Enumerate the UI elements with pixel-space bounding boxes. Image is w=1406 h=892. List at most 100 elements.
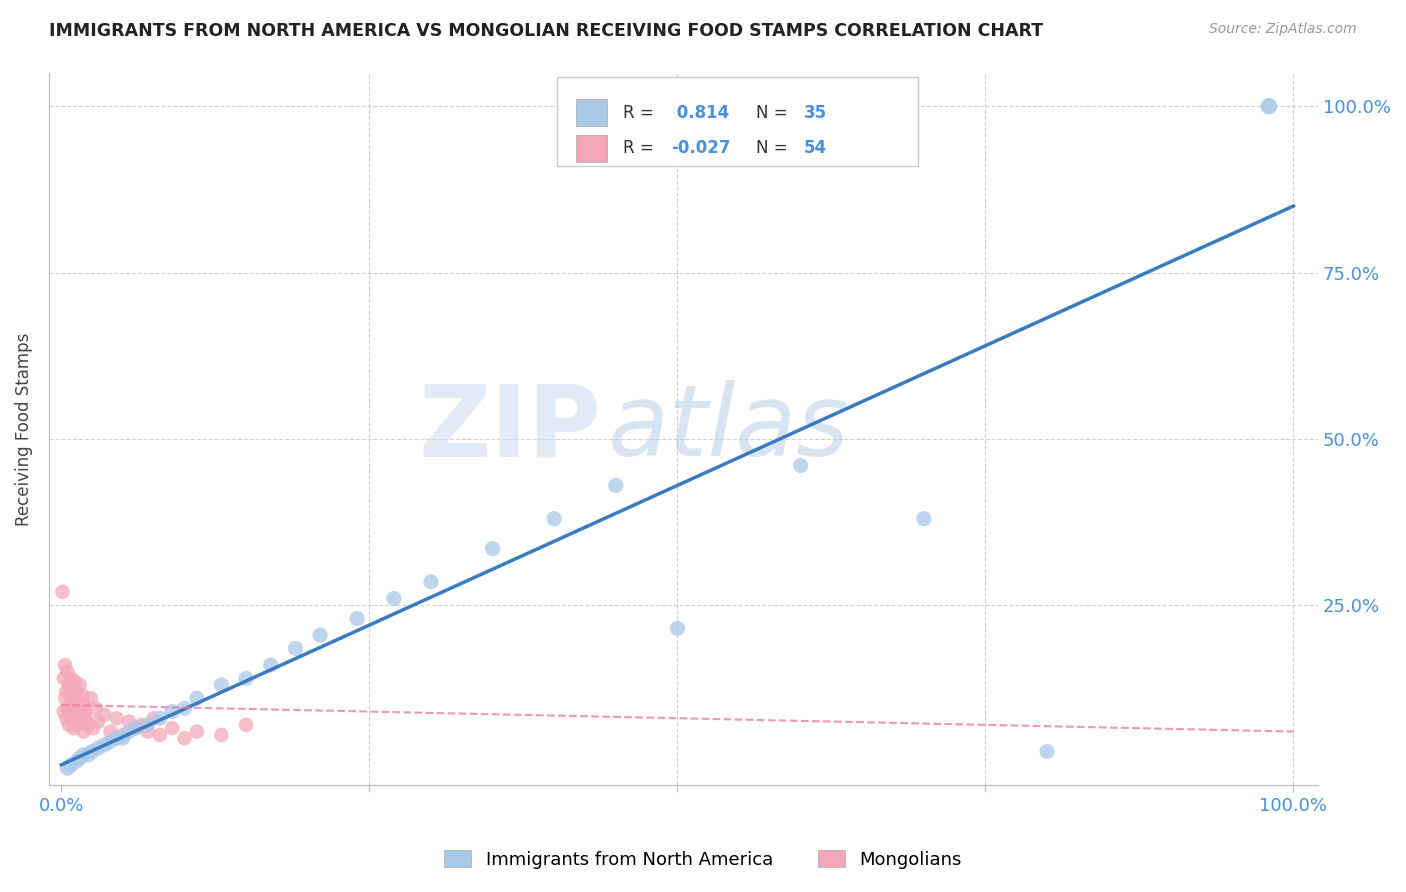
Point (789, 458, 811, 473)
Bar (575, 135, 607, 162)
Point (69, 751, 91, 765)
Text: 35: 35 (804, 103, 827, 122)
Point (100, 734, 122, 748)
Point (160, 721, 183, 735)
Point (284, 641, 307, 656)
Point (1036, 744, 1059, 758)
Point (77, 747, 100, 762)
Point (912, 511, 935, 525)
Text: 0.814: 0.814 (671, 103, 730, 122)
Text: -0.027: -0.027 (671, 139, 730, 157)
Point (346, 611, 368, 625)
Point (235, 671, 257, 685)
Point (309, 628, 332, 642)
Point (53, 658, 76, 673)
Point (62, 721, 84, 735)
Text: Source: ZipAtlas.com: Source: ZipAtlas.com (1209, 22, 1357, 37)
Point (211, 678, 233, 692)
Point (666, 622, 689, 636)
Point (72, 724, 94, 739)
Point (124, 721, 146, 735)
Point (51, 585, 73, 599)
Y-axis label: Receiving Food Stamps: Receiving Food Stamps (15, 332, 32, 525)
Point (72, 698, 94, 712)
Point (65, 711, 87, 725)
Point (124, 721, 146, 735)
Point (69, 707, 91, 722)
Point (186, 691, 208, 706)
Point (67, 701, 90, 715)
Point (84, 701, 107, 715)
Point (481, 541, 503, 556)
Point (69, 678, 91, 692)
Point (149, 728, 172, 742)
Point (82, 721, 104, 735)
Point (56, 761, 79, 775)
Point (105, 731, 128, 746)
Text: R =: R = (623, 103, 658, 122)
Point (60, 757, 83, 772)
Point (80, 691, 103, 706)
Point (60, 681, 83, 696)
Point (56, 665, 79, 679)
Point (160, 705, 183, 719)
Point (235, 718, 257, 732)
Point (382, 591, 405, 606)
Point (260, 658, 283, 673)
Point (58, 678, 80, 692)
Point (100, 724, 122, 739)
Point (1257, 99, 1279, 113)
Point (136, 718, 159, 732)
Point (60, 714, 83, 729)
Point (77, 718, 100, 732)
Text: IMMIGRANTS FROM NORTH AMERICA VS MONGOLIAN RECEIVING FOOD STAMPS CORRELATION CHA: IMMIGRANTS FROM NORTH AMERICA VS MONGOLI… (49, 22, 1043, 40)
Text: R =: R = (623, 139, 658, 157)
Point (142, 711, 165, 725)
Point (211, 728, 233, 742)
Point (75, 711, 97, 725)
Point (73, 705, 96, 719)
Point (53, 691, 76, 706)
Point (186, 724, 208, 739)
Point (173, 731, 195, 746)
Point (66, 695, 89, 709)
Point (87, 741, 110, 756)
Point (63, 705, 86, 719)
FancyBboxPatch shape (557, 77, 918, 166)
Point (60, 671, 83, 685)
Point (59, 688, 82, 702)
Point (173, 701, 195, 715)
Point (70, 714, 93, 729)
Point (93, 707, 115, 722)
Point (131, 718, 153, 732)
Point (420, 574, 443, 589)
Text: ZIP: ZIP (418, 380, 600, 477)
Text: 54: 54 (804, 139, 827, 157)
Point (56, 701, 79, 715)
Point (55, 684, 77, 698)
Point (65, 755, 87, 769)
Point (87, 714, 110, 729)
Point (118, 724, 141, 739)
Point (93, 738, 115, 752)
Point (111, 728, 134, 742)
Point (63, 674, 86, 689)
Point (111, 731, 134, 746)
Point (58, 718, 80, 732)
Point (52, 705, 75, 719)
Text: N =: N = (756, 139, 793, 157)
Legend: Immigrants from North America, Mongolians: Immigrants from North America, Mongolian… (437, 843, 969, 876)
Text: N =: N = (756, 103, 793, 122)
Point (70, 688, 93, 702)
Point (605, 478, 627, 492)
Point (59, 707, 82, 722)
Point (105, 711, 128, 725)
Point (82, 744, 104, 758)
Point (55, 711, 77, 725)
Bar (575, 99, 607, 127)
Point (118, 714, 141, 729)
Text: atlas: atlas (607, 380, 849, 477)
Point (72, 747, 94, 762)
Point (149, 711, 172, 725)
Point (543, 511, 565, 525)
